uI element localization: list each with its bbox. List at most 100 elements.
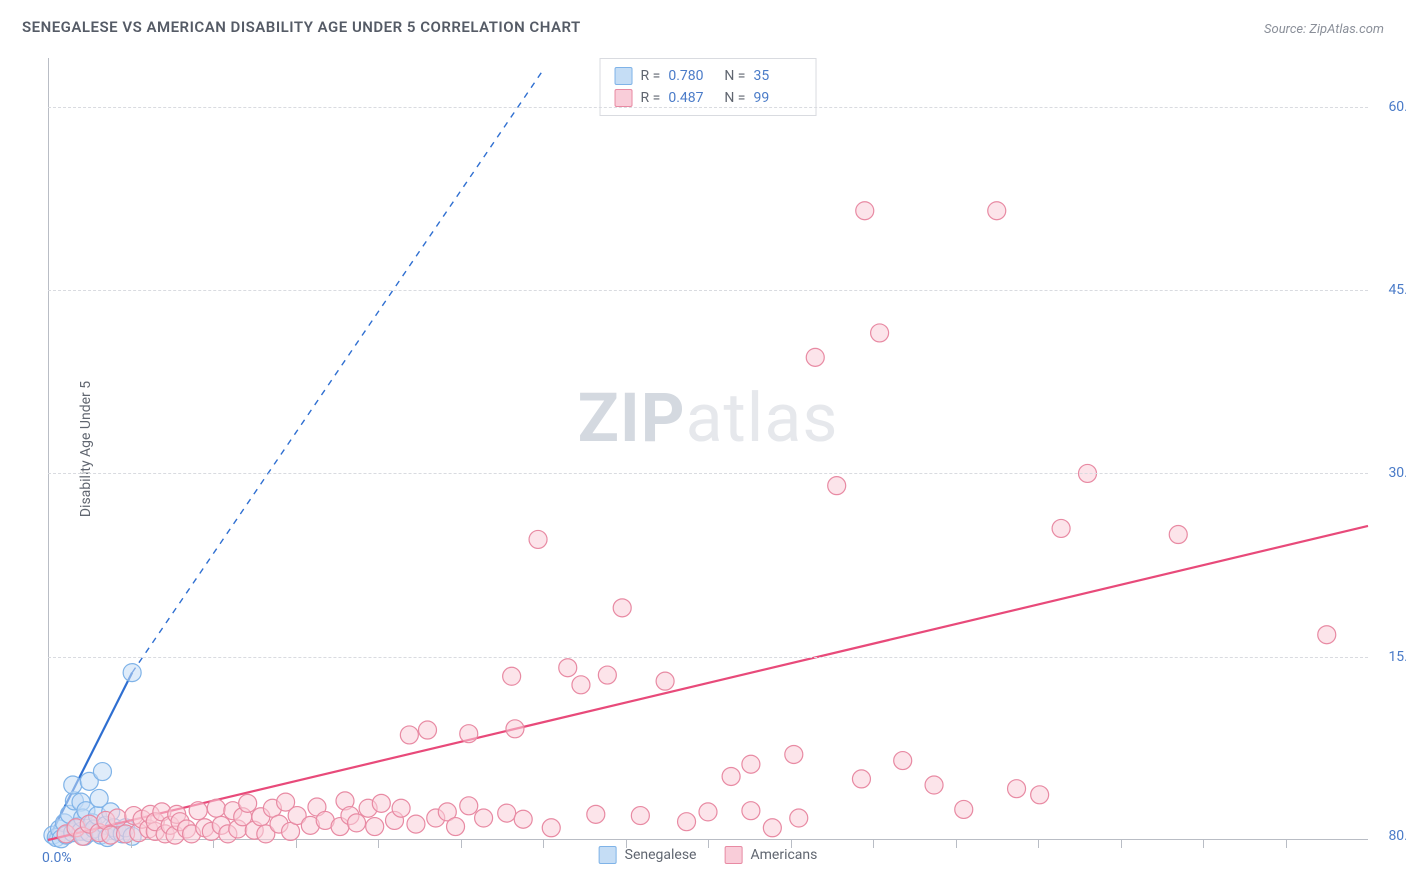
x-tick xyxy=(543,840,544,848)
data-point xyxy=(348,814,366,832)
series-name: Americans xyxy=(750,847,817,863)
x-tick xyxy=(213,840,214,848)
data-point xyxy=(587,805,605,823)
data-point xyxy=(123,664,141,682)
x-tick xyxy=(296,840,297,848)
trend-line-dashed xyxy=(132,70,543,672)
data-point xyxy=(742,755,760,773)
x-tick xyxy=(956,840,957,848)
y-tick-label: 15.0% xyxy=(1388,649,1406,665)
y-tick-label: 45.0% xyxy=(1388,282,1406,298)
data-point xyxy=(400,726,418,744)
data-point xyxy=(598,666,616,684)
x-tick xyxy=(461,840,462,848)
data-point xyxy=(93,763,111,781)
x-tick xyxy=(1286,840,1287,848)
data-point xyxy=(419,721,437,739)
legend-n-label: N = xyxy=(724,68,745,84)
legend-r-value: 0.487 xyxy=(668,90,716,106)
data-point xyxy=(506,720,524,738)
legend-n-value: 35 xyxy=(753,68,801,84)
data-point xyxy=(189,802,207,820)
y-tick-label: 60.0% xyxy=(1388,99,1406,115)
data-point xyxy=(678,813,696,831)
legend-swatch xyxy=(615,89,633,107)
data-point xyxy=(656,672,674,690)
data-point xyxy=(828,477,846,495)
data-point xyxy=(514,810,532,828)
data-point xyxy=(806,348,824,366)
series-legend-item: Americans xyxy=(724,846,817,864)
data-point xyxy=(392,799,410,817)
data-point xyxy=(631,807,649,825)
x-max-label: 80.0% xyxy=(1388,828,1406,844)
legend-swatch xyxy=(724,846,742,864)
data-point xyxy=(852,770,870,788)
data-point xyxy=(529,530,547,548)
data-point xyxy=(894,752,912,770)
gridline xyxy=(48,107,1368,108)
legend-row: R = 0.487 N = 99 xyxy=(615,87,802,109)
x-tick xyxy=(626,840,627,848)
legend-n-value: 99 xyxy=(753,90,801,106)
data-point xyxy=(498,804,516,822)
legend-swatch xyxy=(615,67,633,85)
x-tick xyxy=(708,840,709,848)
data-point xyxy=(925,776,943,794)
data-point xyxy=(207,799,225,817)
data-point xyxy=(790,809,808,827)
x-origin-label: 0.0% xyxy=(42,850,72,866)
scatter-svg xyxy=(48,58,1368,840)
gridline xyxy=(48,473,1368,474)
x-tick xyxy=(131,840,132,848)
data-point xyxy=(1031,786,1049,804)
data-point xyxy=(460,797,478,815)
gridline xyxy=(48,290,1368,291)
legend-n-label: N = xyxy=(724,90,745,106)
legend-row: R = 0.780 N = 35 xyxy=(615,65,802,87)
data-point xyxy=(108,809,126,827)
data-point xyxy=(1052,519,1070,537)
data-point xyxy=(372,794,390,812)
series-legend-item: Senegalese xyxy=(599,846,697,864)
data-point xyxy=(559,659,577,677)
data-point xyxy=(613,599,631,617)
gridline xyxy=(48,657,1368,658)
data-point xyxy=(503,667,521,685)
data-point xyxy=(239,794,257,812)
data-point xyxy=(763,819,781,837)
x-tick xyxy=(1038,840,1039,848)
series-name: Senegalese xyxy=(625,847,697,863)
y-tick-label: 30.0% xyxy=(1388,465,1406,481)
legend-r-label: R = xyxy=(641,68,661,84)
source-attribution: Source: ZipAtlas.com xyxy=(1264,22,1384,37)
data-point xyxy=(1008,780,1026,798)
x-tick xyxy=(873,840,874,848)
data-point xyxy=(871,324,889,342)
data-point xyxy=(722,767,740,785)
x-tick xyxy=(1203,840,1204,848)
data-point xyxy=(988,202,1006,220)
x-tick xyxy=(378,840,379,848)
data-point xyxy=(955,800,973,818)
chart-title: SENEGALESE VS AMERICAN DISABILITY AGE UN… xyxy=(22,18,581,36)
data-point xyxy=(1169,526,1187,544)
data-point xyxy=(742,802,760,820)
data-point xyxy=(447,818,465,836)
data-point xyxy=(407,815,425,833)
data-point xyxy=(366,818,384,836)
data-point xyxy=(856,202,874,220)
x-tick xyxy=(1121,840,1122,848)
data-point xyxy=(475,809,493,827)
data-point xyxy=(572,676,590,694)
data-point xyxy=(699,803,717,821)
data-point xyxy=(785,745,803,763)
data-point xyxy=(460,725,478,743)
data-point xyxy=(64,776,82,794)
legend-r-value: 0.780 xyxy=(668,68,716,84)
series-legend: Senegalese Americans xyxy=(599,846,818,864)
legend-r-label: R = xyxy=(641,90,661,106)
plot-area: ZIPatlas Disability Age Under 5 0.0% 80.… xyxy=(48,58,1368,840)
data-point xyxy=(1318,626,1336,644)
trend-line xyxy=(48,526,1368,840)
